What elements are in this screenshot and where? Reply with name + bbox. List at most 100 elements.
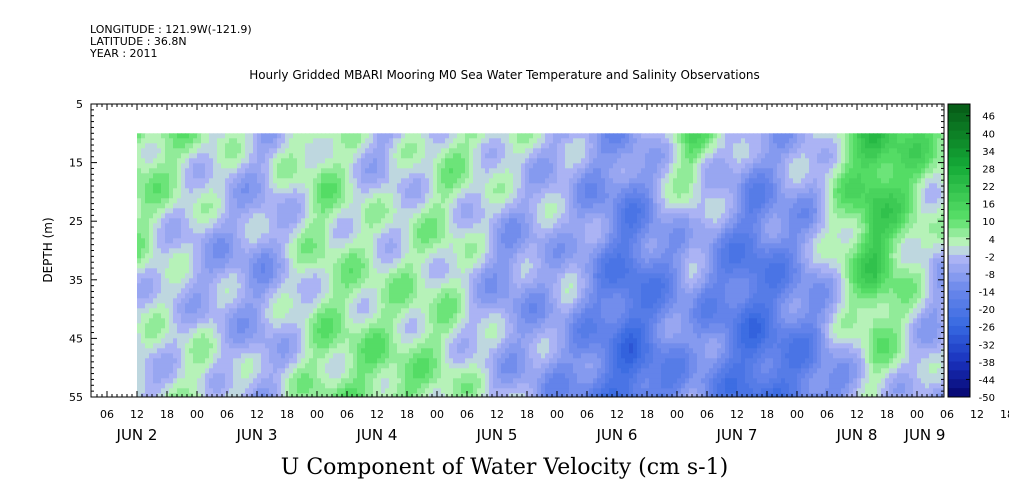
heatmap-cell	[213, 333, 218, 339]
heatmap-cell	[149, 203, 154, 209]
heatmap-cell	[301, 238, 306, 244]
heatmap-cell	[177, 298, 182, 304]
heatmap-cell	[173, 288, 178, 294]
heatmap-cell	[213, 193, 218, 199]
heatmap-cell	[341, 268, 346, 274]
heatmap-cell	[321, 353, 326, 359]
heatmap-cell	[393, 203, 398, 209]
heatmap-cell	[397, 388, 402, 394]
heatmap-cell	[409, 273, 414, 279]
heatmap-cell	[269, 188, 274, 194]
heatmap-cell	[373, 353, 378, 359]
heatmap-cell	[353, 293, 358, 299]
heatmap-cell	[501, 223, 506, 229]
heatmap-cell	[417, 223, 422, 229]
heatmap-cell	[481, 328, 486, 334]
heatmap-cell	[185, 173, 190, 179]
heatmap-cell	[205, 368, 210, 374]
heatmap-cell	[329, 308, 334, 314]
heatmap-cell	[257, 133, 262, 139]
heatmap-cell	[329, 178, 334, 184]
heatmap-cell	[137, 178, 142, 184]
heatmap-cell	[233, 203, 238, 209]
heatmap-cell	[441, 353, 446, 359]
heatmap-cell	[165, 353, 170, 359]
heatmap-cell	[213, 293, 218, 299]
heatmap-cell	[297, 248, 302, 254]
heatmap-cell	[293, 323, 298, 329]
heatmap-cell	[285, 178, 290, 184]
heatmap-cell	[241, 298, 246, 304]
heatmap-cell	[505, 228, 510, 234]
heatmap-cell	[505, 363, 510, 369]
heatmap-cell	[493, 348, 498, 354]
heatmap-cell	[433, 348, 438, 354]
heatmap-cell	[213, 358, 218, 364]
heatmap-cell	[153, 188, 158, 194]
heatmap-cell	[137, 313, 142, 319]
heatmap-cell	[501, 338, 506, 344]
heatmap-cell	[289, 273, 294, 279]
heatmap-cell	[357, 318, 362, 324]
heatmap-cell	[245, 363, 250, 369]
heatmap-cell	[273, 278, 278, 284]
heatmap-cell	[181, 263, 186, 269]
heatmap-cell	[377, 343, 382, 349]
heatmap-cell	[281, 273, 286, 279]
heatmap-cell	[253, 183, 258, 189]
heatmap-cell	[237, 258, 242, 264]
heatmap-cell	[509, 313, 514, 319]
heatmap-cell	[345, 168, 350, 174]
heatmap-cell	[481, 308, 486, 314]
heatmap-cell	[353, 318, 358, 324]
heatmap-cell	[433, 273, 438, 279]
heatmap-cell	[413, 143, 418, 149]
heatmap-cell	[405, 163, 410, 169]
heatmap-cell	[393, 333, 398, 339]
heatmap-cell	[473, 388, 478, 394]
heatmap-cell	[325, 348, 330, 354]
heatmap-cell	[421, 363, 426, 369]
heatmap-cell	[477, 223, 482, 229]
heatmap-cell	[381, 388, 386, 394]
heatmap-cell	[357, 388, 362, 394]
heatmap-cell	[253, 363, 258, 369]
heatmap-cell	[305, 263, 310, 269]
heatmap-cell	[469, 343, 474, 349]
heatmap-cell	[305, 388, 310, 394]
heatmap-cell	[149, 208, 154, 214]
heatmap-cell	[385, 193, 390, 199]
heatmap-cell	[149, 228, 154, 234]
heatmap-cell	[145, 213, 150, 219]
heatmap-cell	[433, 373, 438, 379]
heatmap-cell	[501, 363, 506, 369]
heatmap-cell	[465, 278, 470, 284]
heatmap-cell	[209, 323, 214, 329]
heatmap-cell	[317, 133, 322, 139]
heatmap-cell	[405, 173, 410, 179]
heatmap-cell	[173, 258, 178, 264]
heatmap-cell	[233, 218, 238, 224]
heatmap-cell	[413, 168, 418, 174]
heatmap-cell	[441, 358, 446, 364]
heatmap-cell	[473, 233, 478, 239]
heatmap-cell	[393, 313, 398, 319]
heatmap-cell	[313, 148, 318, 154]
heatmap-cell	[297, 313, 302, 319]
heatmap-cell	[469, 148, 474, 154]
heatmap-cell	[437, 238, 442, 244]
heatmap-cell	[217, 158, 222, 164]
heatmap-cell	[193, 238, 198, 244]
heatmap-cell	[189, 303, 194, 309]
heatmap-cell	[253, 143, 258, 149]
heatmap-cell	[201, 308, 206, 314]
heatmap-cell	[497, 258, 502, 264]
heatmap-cell	[161, 323, 166, 329]
heatmap-cell	[197, 193, 202, 199]
heatmap-cell	[365, 218, 370, 224]
heatmap-cell	[433, 353, 438, 359]
heatmap-cell	[509, 183, 514, 189]
heatmap-cell	[477, 273, 482, 279]
heatmap-cell	[257, 388, 262, 394]
heatmap-cell	[325, 278, 330, 284]
